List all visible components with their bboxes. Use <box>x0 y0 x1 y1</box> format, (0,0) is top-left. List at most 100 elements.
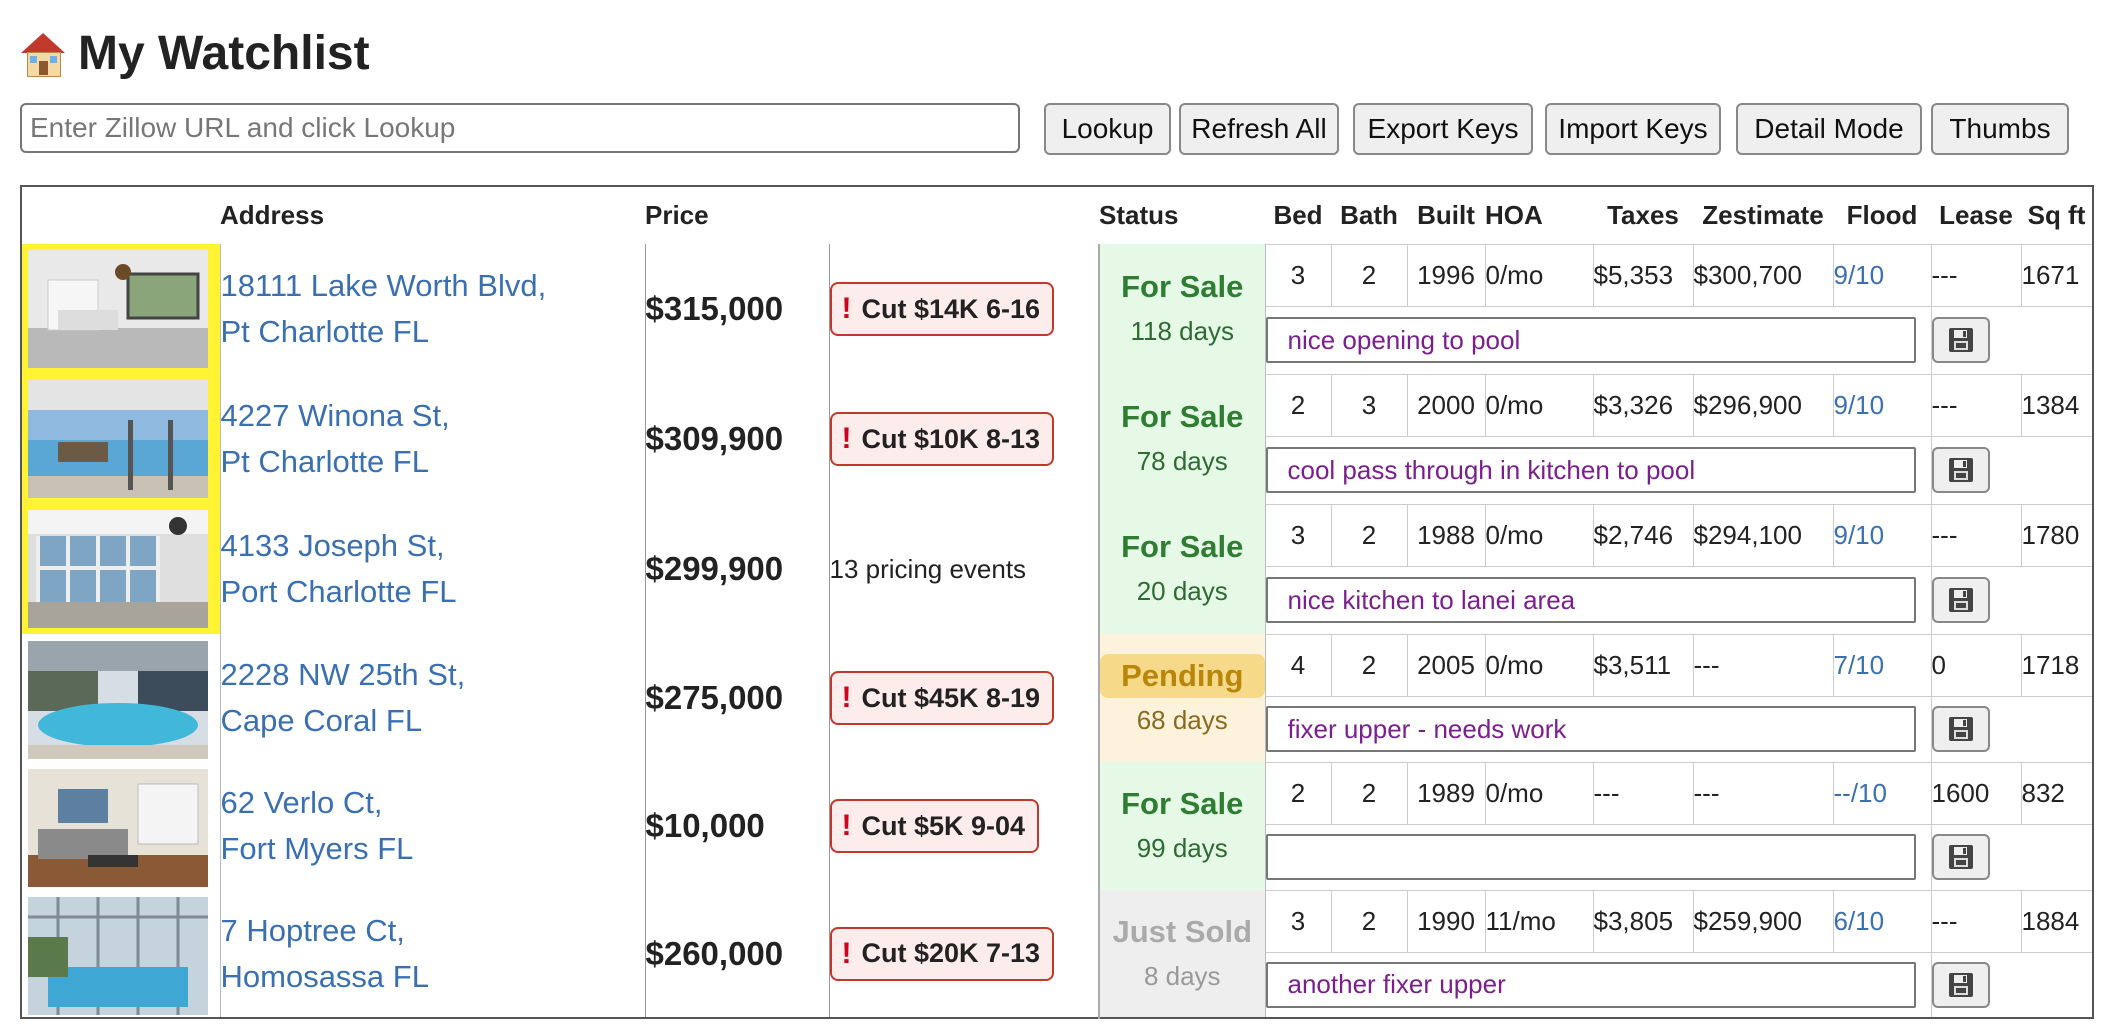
flood-cell[interactable]: 9/10 <box>1832 243 1932 308</box>
price-cut-badge: ! Cut $20K 7-13 <box>829 926 1055 981</box>
price-cut-badge: ! Cut $14K 6-16 <box>829 282 1055 336</box>
price-cut-text: Cut $20K 7-13 <box>861 938 1041 968</box>
save-cell <box>1930 951 2094 1019</box>
status-badge: For Sale <box>1121 529 1244 564</box>
property-thumbnail[interactable] <box>28 896 208 1015</box>
status-header[interactable]: Status <box>1099 200 1179 230</box>
property-thumbnail[interactable] <box>28 250 208 368</box>
taxes-header[interactable]: Taxes <box>1607 199 1679 230</box>
alert-icon: ! <box>841 292 852 325</box>
address-line-1[interactable]: 4133 Joseph St, <box>220 528 445 563</box>
table-row: 4227 Winona St, Pt Charlotte FL $309,900! C… <box>21 373 2094 504</box>
taxes-cell: $5,353 <box>1592 243 1694 308</box>
address-line-2[interactable]: Pt Charlotte FL <box>220 444 429 479</box>
table-row: 18111 Lake Worth Blvd, Pt Charlotte FL $31… <box>21 243 2094 374</box>
address-line-1[interactable]: 4227 Winona St, <box>220 398 450 433</box>
flood-header[interactable]: Flood <box>1846 199 1918 230</box>
flood-cell[interactable]: 6/10 <box>1832 889 1932 953</box>
status-badge: For Sale <box>1121 399 1244 434</box>
taxes-cell: $3,326 <box>1592 373 1694 438</box>
address-cell[interactable]: 2228 NW 25th St, Cape Coral FL <box>220 634 646 762</box>
status-cell: Just Sold 8 days <box>1099 890 1266 1018</box>
table-header-row: Address Price Status Bed Bath Built HOA … <box>21 186 2093 244</box>
status-badge: For Sale <box>1121 269 1244 304</box>
table-row: 2228 NW 25th St, Cape Coral FL $275,000! Cu… <box>21 633 2094 762</box>
floppy-disk-icon <box>1948 717 1973 741</box>
bath-cell: 2 <box>1330 761 1408 825</box>
note-cell <box>1264 951 1932 1019</box>
thumbs-button[interactable]: Thumbs <box>1931 103 2069 155</box>
address-line-1[interactable]: 2228 NW 25th St, <box>220 657 466 692</box>
address-line-2[interactable]: Pt Charlotte FL <box>220 314 429 349</box>
import-keys-button[interactable]: Import Keys <box>1545 103 1721 155</box>
address-cell[interactable]: 18111 Lake Worth Blvd, Pt Charlotte FL <box>220 244 646 374</box>
price-header[interactable]: Price <box>645 200 709 230</box>
table-row-notes <box>21 951 2094 1019</box>
price-cut-text: Cut $5K 9-04 <box>861 810 1026 841</box>
hoa-header[interactable]: HOA <box>1485 199 1543 230</box>
address-line-2[interactable]: Fort Myers FL <box>220 831 414 866</box>
note-input[interactable] <box>1265 317 1916 364</box>
detail-mode-button[interactable]: Detail Mode <box>1736 103 1922 155</box>
address-cell[interactable]: 7 Hoptree Ct, Homosassa FL <box>220 890 646 1018</box>
address-line-1[interactable]: 7 Hoptree Ct, <box>220 912 405 948</box>
price-cut-badge: ! Cut $5K 9-04 <box>829 799 1040 853</box>
flood-cell[interactable]: 7/10 <box>1832 633 1932 697</box>
table-row: 4133 Joseph St, Port Charlotte FL $299,900… <box>21 503 2094 634</box>
address-header[interactable]: Address <box>220 200 325 230</box>
save-note-button[interactable] <box>1931 577 1990 624</box>
address-line-2[interactable]: Port Charlotte FL <box>220 574 457 609</box>
thumbnail-cell <box>21 504 221 634</box>
note-input[interactable] <box>1265 961 1916 1008</box>
note-input[interactable] <box>1265 706 1916 752</box>
flood-cell[interactable]: 9/10 <box>1832 373 1932 438</box>
thumbnail-cell <box>21 244 221 374</box>
note-input[interactable] <box>1265 447 1916 494</box>
refresh-all-button[interactable]: Refresh All <box>1179 103 1339 155</box>
bath-header[interactable]: Bath <box>1340 199 1398 230</box>
address-cell[interactable]: 4227 Winona St, Pt Charlotte FL <box>220 374 646 504</box>
zestimate-header[interactable]: Zestimate <box>1702 199 1824 230</box>
lease-cell: --- <box>1930 503 2022 568</box>
status-cell: For Sale 78 days <box>1099 374 1266 504</box>
address-line-1[interactable]: 62 Verlo Ct, <box>220 785 383 820</box>
bed-cell: 2 <box>1264 373 1332 438</box>
address-line-1[interactable]: 18111 Lake Worth Blvd, <box>220 268 547 303</box>
bed-cell: 2 <box>1264 761 1332 825</box>
property-thumbnail[interactable] <box>28 380 208 498</box>
flood-cell[interactable]: 9/10 <box>1832 503 1932 568</box>
price-cut-badge: ! Cut $45K 8-19 <box>829 671 1055 725</box>
property-thumbnail[interactable] <box>28 769 208 887</box>
flood-cell[interactable]: --/10 <box>1832 761 1932 825</box>
property-thumbnail[interactable] <box>28 510 208 628</box>
price-cell: $260,000 <box>645 890 830 1018</box>
export-keys-button[interactable]: Export Keys <box>1353 103 1533 155</box>
save-note-button[interactable] <box>1931 961 1990 1008</box>
save-note-button[interactable] <box>1931 834 1990 880</box>
price-cell: $315,000 <box>645 244 830 374</box>
status-cell: For Sale 20 days <box>1099 504 1266 634</box>
address-cell[interactable]: 62 Verlo Ct, Fort Myers FL <box>220 762 646 890</box>
sqft-header[interactable]: Sq ft <box>2027 199 2086 230</box>
days-on-market: 68 days <box>1136 705 1228 735</box>
bed-cell: 3 <box>1264 503 1332 568</box>
zillow-url-input[interactable] <box>20 103 1020 153</box>
lease-header[interactable]: Lease <box>1939 199 2013 230</box>
table-row-notes <box>21 306 2094 375</box>
save-note-button[interactable] <box>1931 317 1990 364</box>
save-note-button[interactable] <box>1931 706 1990 752</box>
address-line-2[interactable]: Homosassa FL <box>220 958 429 994</box>
lookup-button[interactable]: Lookup <box>1044 103 1171 155</box>
note-input[interactable] <box>1265 577 1916 624</box>
note-input[interactable] <box>1265 834 1916 880</box>
price-cell: $309,900 <box>645 374 830 504</box>
pricing-events-text: 13 pricing events <box>829 553 1027 584</box>
address-line-2[interactable]: Cape Coral FL <box>220 703 423 738</box>
property-thumbnail[interactable] <box>28 641 208 759</box>
bed-header[interactable]: Bed <box>1273 199 1323 230</box>
bath-cell: 2 <box>1330 503 1408 568</box>
save-note-button[interactable] <box>1931 447 1990 494</box>
address-cell[interactable]: 4133 Joseph St, Port Charlotte FL <box>220 504 646 634</box>
built-header[interactable]: Built <box>1417 199 1475 230</box>
